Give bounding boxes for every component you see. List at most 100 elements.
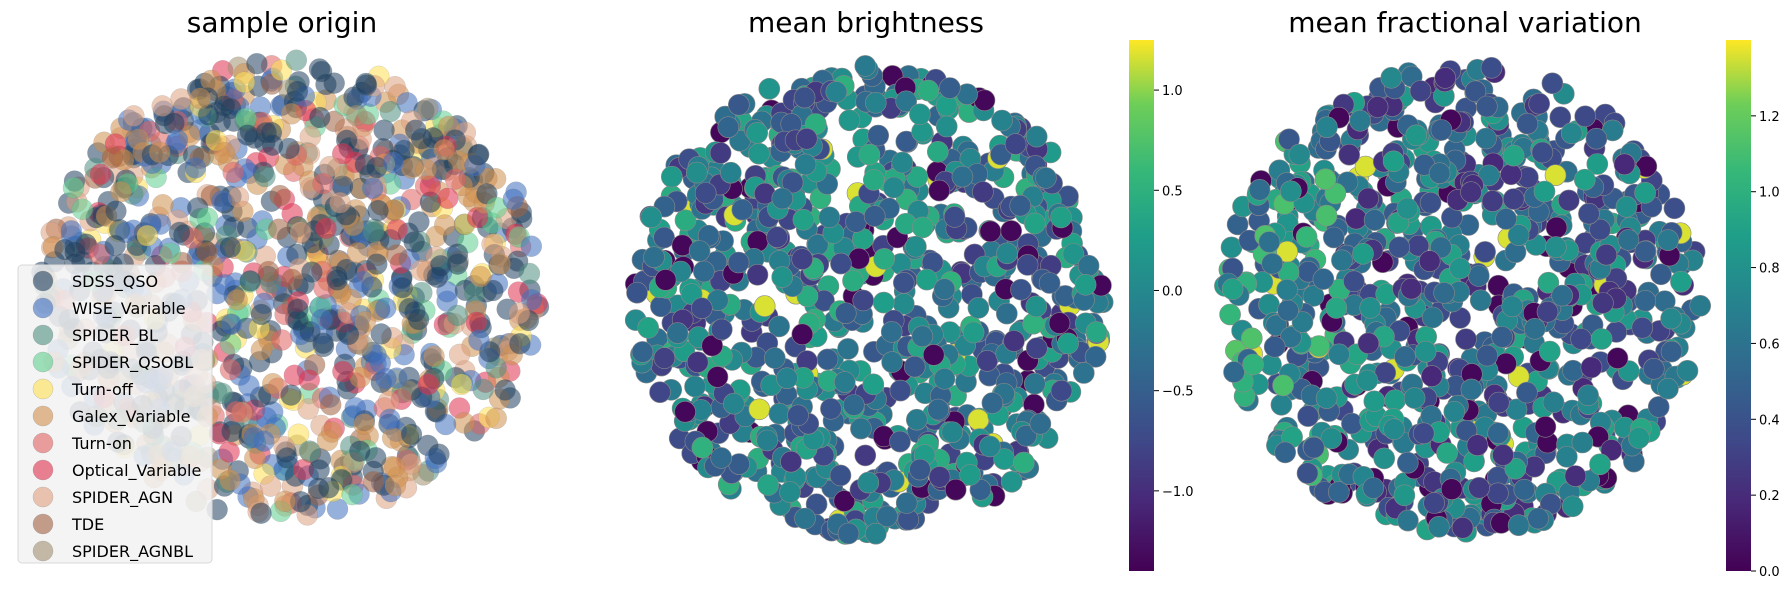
scatter-point bbox=[1468, 265, 1490, 287]
scatter-point bbox=[1527, 507, 1549, 530]
scatter-point bbox=[1537, 271, 1560, 294]
scatter-point bbox=[909, 458, 931, 481]
scatter-point bbox=[903, 355, 926, 378]
scatter-point bbox=[1418, 250, 1441, 272]
scatter-point bbox=[1261, 252, 1283, 275]
scatter-point bbox=[444, 168, 467, 190]
scatter-point bbox=[508, 302, 531, 325]
scatter-point bbox=[1038, 272, 1061, 294]
scatter-point bbox=[863, 205, 886, 227]
scatter-point bbox=[781, 171, 804, 194]
scatter-point bbox=[1592, 292, 1614, 314]
scatter-point bbox=[1357, 332, 1380, 355]
scatter-point bbox=[766, 226, 788, 248]
scatter-point bbox=[1578, 202, 1600, 225]
scatter-point bbox=[1534, 415, 1557, 438]
scatter-point bbox=[1050, 379, 1073, 402]
panel-mean-fractional-variation: mean fractional variation 1.2 1.0 0.8 0.6 0.… bbox=[1214, 6, 1780, 580]
scatter-point bbox=[933, 278, 956, 301]
scatter-point bbox=[196, 207, 219, 229]
scatter-point bbox=[1035, 167, 1057, 189]
scatter-point bbox=[1577, 384, 1599, 407]
scatter-point bbox=[1562, 359, 1584, 382]
scatter-point bbox=[727, 251, 750, 274]
scatter-point bbox=[220, 313, 243, 336]
scatter-point bbox=[684, 375, 706, 398]
scatter-point bbox=[1409, 80, 1432, 102]
scatter-point bbox=[219, 358, 242, 381]
scatter-point bbox=[1380, 67, 1403, 89]
scatter-point bbox=[650, 295, 672, 318]
scatter-point bbox=[631, 341, 654, 363]
scatter-point bbox=[1077, 254, 1100, 277]
scatter-point bbox=[450, 373, 473, 396]
scatter-point bbox=[1460, 378, 1483, 401]
scatter-point bbox=[1025, 125, 1048, 148]
scatter-point bbox=[1272, 374, 1294, 397]
scatter-point bbox=[791, 248, 814, 270]
scatter-point bbox=[792, 209, 815, 231]
scatter-point bbox=[1308, 335, 1330, 357]
scatter-point bbox=[771, 266, 794, 288]
scatter-point bbox=[326, 269, 348, 291]
scatter-point bbox=[411, 281, 433, 304]
scatter-point bbox=[415, 158, 437, 181]
scatter-point bbox=[426, 266, 449, 288]
scatter-point bbox=[1345, 207, 1367, 230]
scatter-point bbox=[748, 398, 771, 421]
scatter-point bbox=[1323, 226, 1345, 249]
scatter-point bbox=[858, 143, 881, 166]
legend-marker bbox=[32, 459, 54, 481]
scatter-point bbox=[239, 270, 261, 292]
scatter-point bbox=[189, 87, 211, 110]
scatter-point bbox=[706, 366, 729, 388]
scatter-point bbox=[1400, 277, 1423, 300]
scatter-point bbox=[225, 400, 248, 423]
scatter-point bbox=[520, 235, 543, 257]
scatter-point bbox=[259, 475, 282, 497]
colorbar-mean-fractional-variation: 1.2 1.0 0.8 0.6 0.4 0.2 0.0 bbox=[1726, 40, 1780, 580]
scatter-point bbox=[280, 384, 302, 406]
scatter-point bbox=[1480, 57, 1503, 79]
scatter-point bbox=[509, 332, 531, 355]
scatter-point bbox=[346, 242, 369, 264]
scatter-point bbox=[385, 244, 408, 266]
legend-marker bbox=[32, 513, 54, 535]
scatter-point bbox=[1349, 110, 1371, 132]
scatter-point bbox=[381, 427, 404, 449]
scatter-point bbox=[1412, 422, 1435, 445]
scatter-point bbox=[1647, 396, 1670, 418]
scatter-point bbox=[379, 408, 401, 431]
scatter-point bbox=[1574, 105, 1596, 128]
scatter-point bbox=[315, 217, 337, 240]
scatter-point bbox=[1029, 412, 1052, 435]
scatter-point bbox=[915, 268, 938, 291]
scatter-point bbox=[1383, 418, 1405, 441]
scatter-point bbox=[453, 412, 475, 434]
scatter-point bbox=[1004, 133, 1027, 155]
scatter-point bbox=[717, 116, 740, 138]
scatter-point bbox=[1657, 229, 1679, 251]
scatter-point bbox=[959, 464, 981, 486]
scatter-point bbox=[1516, 112, 1539, 135]
scatter-point bbox=[1405, 124, 1427, 147]
scatter-point bbox=[367, 199, 389, 222]
scatter-point bbox=[269, 184, 291, 207]
legend-label: Turn-off bbox=[71, 380, 134, 399]
scatter-point bbox=[221, 420, 243, 443]
scatter-point bbox=[1430, 119, 1453, 141]
scatter-point bbox=[1303, 436, 1325, 459]
scatter-point bbox=[1451, 516, 1474, 539]
legend-label: WISE_Variable bbox=[72, 299, 186, 319]
scatter-point bbox=[889, 379, 912, 402]
legend-label: SDSS_QSO bbox=[72, 272, 158, 292]
scatter-point bbox=[101, 147, 124, 169]
scatter-point bbox=[1270, 393, 1293, 416]
scatter-point bbox=[518, 262, 541, 285]
scatter-point bbox=[1338, 143, 1360, 166]
scatter-point bbox=[71, 198, 94, 220]
scatter-point bbox=[238, 374, 260, 397]
scatter-point bbox=[1606, 347, 1629, 370]
scatter-point bbox=[1628, 427, 1650, 449]
scatter-point bbox=[1320, 427, 1343, 450]
